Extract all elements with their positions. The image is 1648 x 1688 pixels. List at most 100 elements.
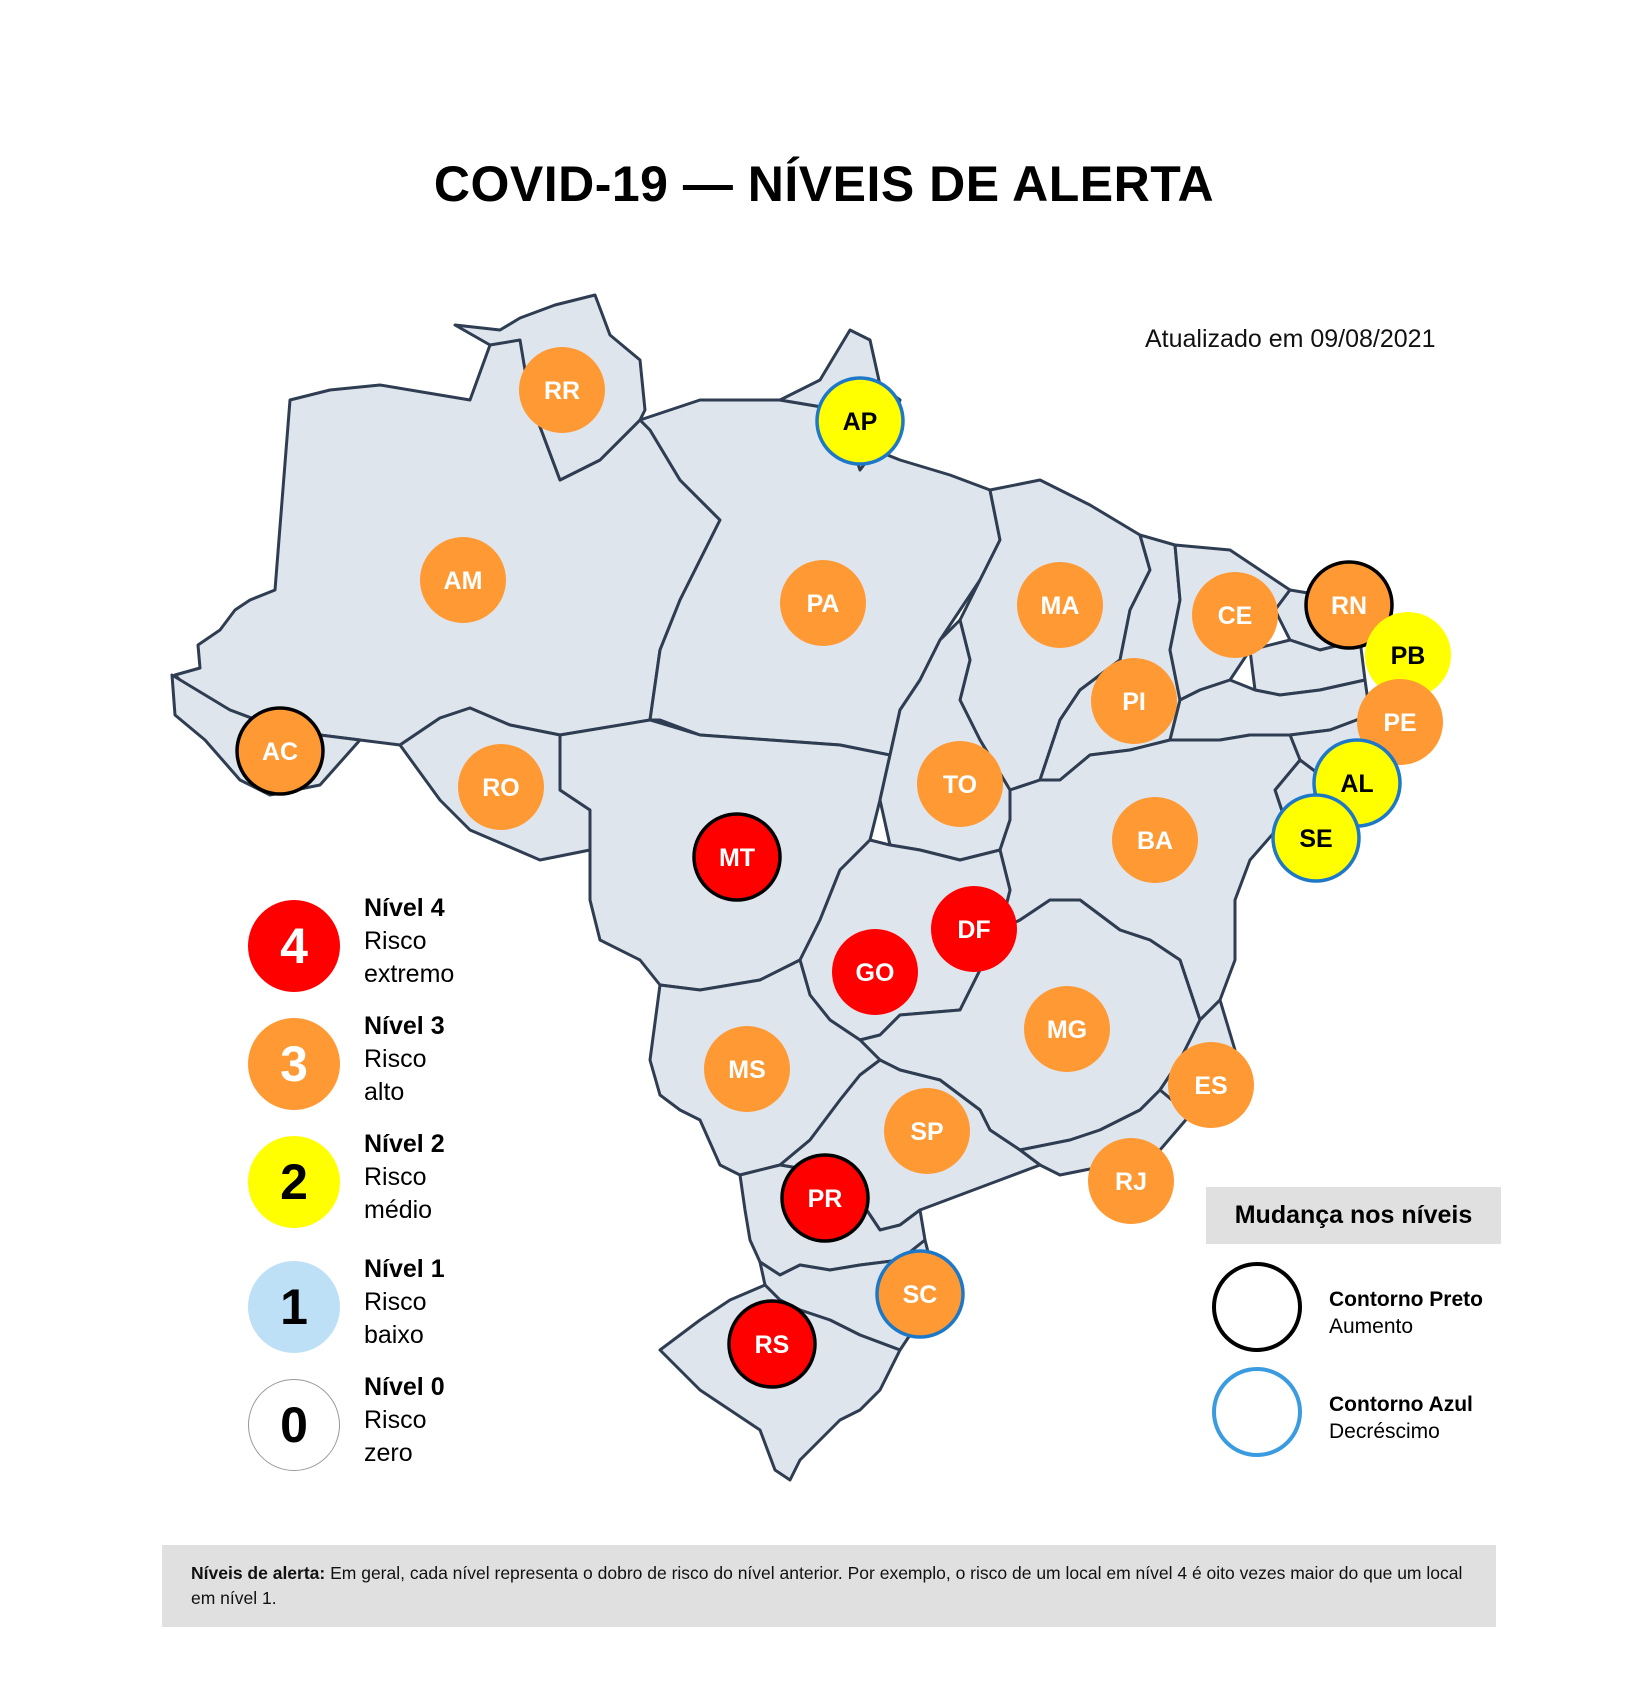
state-marker-se: SE [1271,793,1361,883]
state-marker-ba: BA [1112,797,1198,883]
state-circle [917,741,1003,827]
blue-outline-icon [1212,1367,1302,1457]
state-marker-am: AM [420,537,506,623]
legend-risk-line2: extremo [364,960,455,988]
state-code: RN [1331,592,1367,620]
state-marker-mg: MG [1024,986,1110,1072]
state-marker-df: DF [931,886,1017,972]
legend-level-label: Nível 2 [364,1130,445,1158]
state-circles: RR AP AM PA MA CE RN PB PE PI AL SE AC RO TO BA MT DF GO MG… [235,347,1451,1389]
state-marker-mt: MT [692,812,782,902]
state-code: PA [807,590,840,618]
state-circle [1091,658,1177,744]
state-circle [420,537,506,623]
state-code: GO [856,959,895,987]
state-code: AP [843,408,878,436]
state-marker-sp: SP [884,1088,970,1174]
state-circle [780,560,866,646]
legend-item-nivel-1: 1 Nível 1 Risco baixo [248,1255,548,1371]
legend-risk-line2: alto [364,1078,405,1106]
state-code: PE [1383,709,1416,737]
state-marker-pb: PB [1365,612,1451,698]
state-marker-ro: RO [458,744,544,830]
state-code: MA [1041,592,1080,620]
state-code: SC [903,1281,938,1309]
state-code: RS [755,1331,790,1359]
state-circle [519,347,605,433]
legend-badge-2: 2 [248,1136,340,1228]
state-circle [1088,1138,1174,1224]
state-marker-to: TO [917,741,1003,827]
legend-item-nivel-2: 2 Nível 2 Risco médio [248,1130,548,1246]
state-circle [1017,562,1103,648]
legend-risk-line1: Risco [364,1045,427,1073]
legend-level-label: Nível 3 [364,1012,445,1040]
change-text: Contorno Preto Aumento [1329,1286,1483,1340]
state-marker-go: GO [832,929,918,1015]
state-circle [692,812,782,902]
state-marker-es: ES [1168,1042,1254,1128]
legend-text-2: Nível 2 Risco médio [364,1128,445,1227]
legend-risk-line1: Risco [364,1288,427,1316]
legend-badge-3: 3 [248,1018,340,1110]
black-outline-icon [1212,1262,1302,1352]
state-circle [884,1088,970,1174]
legend-risk-line1: Risco [364,1406,427,1434]
state-marker-rj: RJ [1088,1138,1174,1224]
state-circle [1271,793,1361,883]
state-code: PB [1391,642,1426,670]
state-marker-rn: RN [1304,560,1394,650]
state-marker-ap: AP [815,376,905,466]
state-marker-pa: PA [780,560,866,646]
change-meaning: Aumento [1329,1315,1414,1338]
legend-item-nivel-4: 4 Nível 4 Risco extremo [248,894,548,1010]
state-code: SP [910,1118,943,1146]
state-circle [832,929,918,1015]
state-marker-ac: AC [235,706,325,796]
state-circle [704,1026,790,1112]
state-code: TO [943,771,977,799]
change-label: Contorno Preto [1329,1288,1483,1311]
legend-badge-0: 0 [248,1379,340,1471]
legend-item-nivel-0: 0 Nível 0 Risco zero [248,1373,548,1489]
legend-item-nivel-3: 3 Nível 3 Risco alto [248,1012,548,1128]
legend-risk-line2: médio [364,1196,433,1224]
state-code: BA [1137,827,1173,855]
state-code: RJ [1115,1168,1147,1196]
legend-badge-1: 1 [248,1261,340,1353]
state-code: RR [544,377,580,405]
legend-level-label: Nível 1 [364,1255,445,1283]
state-circle [1365,612,1451,698]
state-code: PI [1122,688,1146,716]
state-circle [931,886,1017,972]
state-circle [815,376,905,466]
state-marker-pi: PI [1091,658,1177,744]
state-circle [727,1299,817,1389]
state-circle [1112,797,1198,883]
state-marker-rs: RS [727,1299,817,1389]
state-circle [780,1153,870,1243]
legend-text-0: Nível 0 Risco zero [364,1371,445,1470]
state-code: MG [1047,1016,1087,1044]
change-item-aumento: Contorno Preto Aumento [1212,1262,1552,1358]
legend-text-4: Nível 4 Risco extremo [364,892,454,991]
state-marker-ms: MS [704,1026,790,1112]
legend-risk-line2: zero [364,1439,413,1467]
state-code: AM [444,567,483,595]
legend-level-label: Nível 0 [364,1373,445,1401]
state-circle [1024,986,1110,1072]
change-text: Contorno Azul Decréscimo [1329,1391,1473,1445]
state-marker-ma: MA [1017,562,1103,648]
change-label: Contorno Azul [1329,1393,1473,1416]
state-marker-sc: SC [875,1249,965,1339]
state-code: AC [262,738,298,766]
legend-badge-4: 4 [248,900,340,992]
change-meaning: Decréscimo [1329,1420,1440,1443]
legend-text-1: Nível 1 Risco baixo [364,1253,445,1352]
state-circle [1357,679,1443,765]
footnote-text: Em geral, cada nível representa o dobro … [191,1563,1463,1608]
state-circle [235,706,325,796]
updated-date: Atualizado em 09/08/2021 [1145,325,1436,353]
footnote-label: Níveis de alerta: [191,1563,326,1583]
